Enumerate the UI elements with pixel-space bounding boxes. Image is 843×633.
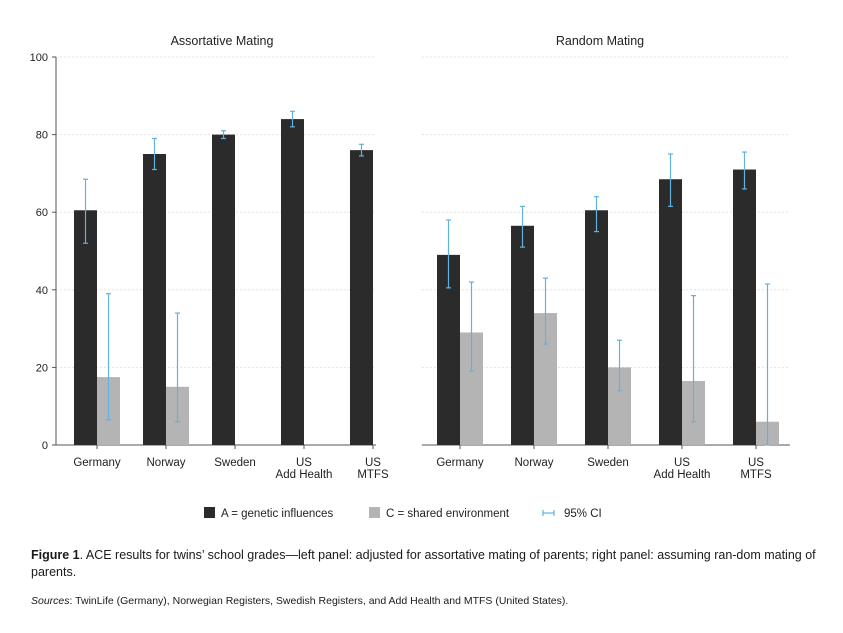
legend-swatch-shared: [369, 507, 380, 518]
y-tick-label: 60: [36, 207, 48, 219]
bar-genetic: [511, 225, 534, 445]
x-tick-label: Norway: [147, 457, 186, 469]
bar-genetic: [659, 179, 682, 445]
panel-assortative: 0 20 40 60 80 100 Assortative Mating Germany Nor…: [30, 34, 389, 481]
ace-figure: 0 20 40 60 80 100 Assortative Mating Germany Nor…: [30, 34, 790, 520]
x-tick-label: MTFS: [740, 469, 772, 481]
sources-label: Sources: [31, 595, 70, 607]
caption-label: Figure 1: [31, 548, 80, 562]
x-tick-label: US: [296, 457, 312, 469]
y-tick-label: 20: [36, 362, 48, 374]
caption-text: . ACE results for twins’ school grades—l…: [31, 548, 816, 579]
bar-genetic: [733, 169, 756, 445]
x-tick-label: Sweden: [587, 457, 629, 469]
x-tick-label: Add Health: [276, 469, 333, 481]
figure-caption: Figure 1. ACE results for twins’ school …: [31, 547, 821, 581]
bar-genetic: [437, 254, 460, 445]
sources-text: : TwinLife (Germany), Norwegian Register…: [69, 595, 569, 607]
y-tick-label: 100: [30, 52, 48, 64]
legend-label-ci: 95% CI: [564, 508, 602, 520]
legend: A = genetic influences C = shared environ…: [204, 507, 602, 520]
bar-genetic: [143, 154, 166, 445]
bar-genetic: [350, 150, 373, 445]
x-tick-label: Germany: [436, 457, 484, 469]
x-tick-label: MTFS: [357, 469, 389, 481]
x-tick-label: Sweden: [214, 457, 256, 469]
y-tick-label: 40: [36, 285, 48, 297]
panel-title: Assortative Mating: [171, 34, 274, 48]
legend-label-genetic: A = genetic influences: [221, 508, 333, 520]
bar-genetic: [74, 210, 97, 445]
x-tick-label: Add Health: [654, 469, 711, 481]
bar-genetic: [585, 210, 608, 445]
panel-title: Random Mating: [556, 34, 644, 48]
legend-label-shared: C = shared environment: [386, 508, 510, 520]
bar-shared: [608, 367, 631, 445]
x-tick-label: US: [674, 457, 690, 469]
x-tick-label: US: [365, 457, 381, 469]
bar-genetic: [281, 119, 304, 445]
x-tick-label: Norway: [515, 457, 554, 469]
chart-panels: 0 20 40 60 80 100 Assortative Mating Germany Nor…: [30, 34, 790, 481]
y-tick-label: 0: [42, 440, 48, 452]
bar-genetic: [212, 134, 235, 445]
bar-shared: [534, 313, 557, 445]
bar-shared: [460, 332, 483, 445]
legend-swatch-genetic: [204, 507, 215, 518]
y-tick-label: 80: [36, 130, 48, 142]
figure-sources: Sources: TwinLife (Germany), Norwegian R…: [31, 595, 821, 607]
x-tick-label: Germany: [73, 457, 121, 469]
x-tick-label: US: [748, 457, 764, 469]
